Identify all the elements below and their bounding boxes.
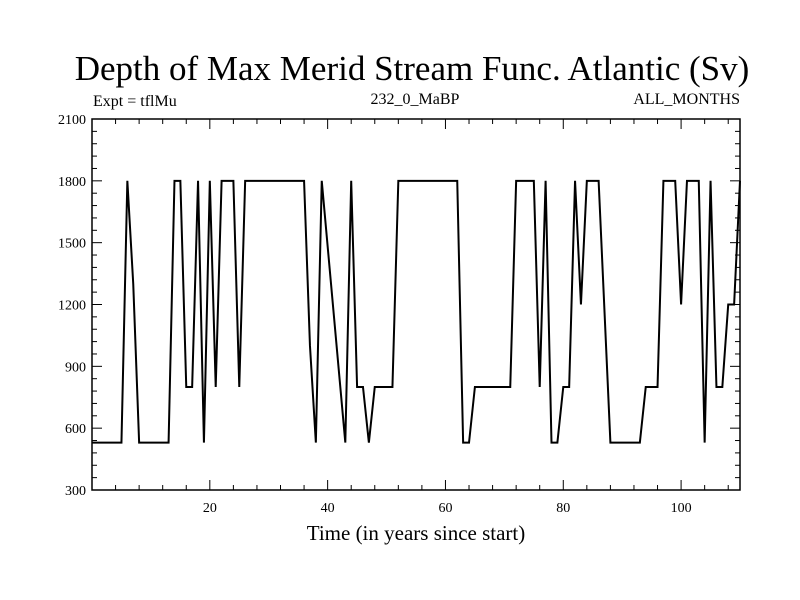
y-tick-label: 300 (65, 484, 86, 499)
plot-frame (91, 118, 741, 491)
y-tick-label: 600 (65, 422, 86, 437)
months-label: ALL_MONTHS (633, 91, 740, 108)
y-tick-label: 1500 (58, 237, 86, 252)
y-tick-label: 900 (65, 360, 86, 375)
x-tick-label: 60 (438, 501, 452, 516)
y-tick-label: 1200 (58, 299, 86, 314)
x-tick-label: 40 (321, 501, 335, 516)
x-tick-label: 80 (556, 501, 570, 516)
experiment-label: Expt = tflMu (93, 93, 177, 110)
series-group (92, 179, 741, 444)
chart-title: Depth of Max Merid Stream Func. Atlantic… (75, 49, 750, 88)
run-label: 232_0_MaBP (371, 91, 460, 108)
y-axis-ticks: 300 600 900 1200 1500 1800 2100 (58, 113, 740, 499)
y-tick-label: 2100 (58, 113, 86, 128)
x-tick-label: 20 (203, 501, 217, 516)
x-axis-ticks: 20 40 60 80 100 (91, 119, 729, 516)
y-tick-label: 1800 (58, 175, 86, 190)
series-line (92, 179, 741, 444)
x-axis-label: Time (in years since start) (307, 521, 526, 545)
x-tick-label: 100 (671, 501, 692, 516)
